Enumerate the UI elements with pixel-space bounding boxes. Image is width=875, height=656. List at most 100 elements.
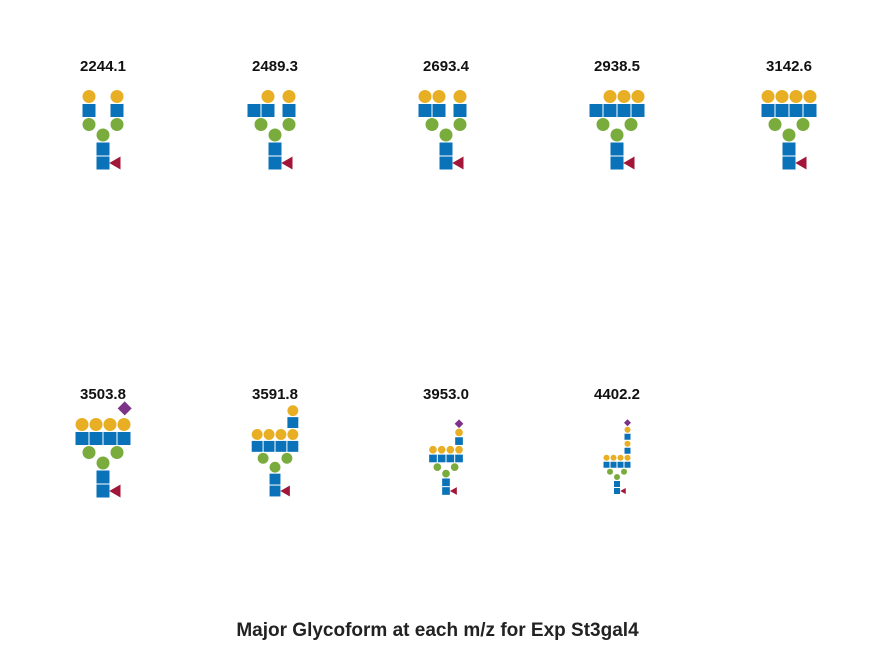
fucose-triangle — [280, 485, 290, 497]
galactose-circle — [803, 90, 817, 103]
glcnac-core-square — [269, 473, 281, 485]
galactose-circle — [631, 90, 645, 103]
mannose-circle — [257, 452, 269, 464]
glcnac-core-square — [268, 142, 282, 156]
mannose-circle — [782, 128, 796, 142]
mannose-circle — [110, 446, 124, 459]
glcnac-core-square — [442, 478, 450, 487]
mannose-circle — [621, 468, 627, 475]
glcnac-antenna-square — [275, 440, 287, 452]
galactose-circle — [624, 440, 631, 447]
mannose-circle — [96, 128, 110, 142]
glycan-structure — [82, 90, 124, 170]
fucose-triangle — [281, 156, 293, 170]
glcnac-core-square — [782, 142, 796, 156]
glcnac-antenna-square — [789, 104, 803, 117]
galactose-circle — [446, 445, 455, 454]
glcnac-antenna-square — [803, 104, 817, 117]
glycan-structure — [75, 401, 132, 498]
fucose-triangle — [795, 156, 807, 170]
mannose-circle — [439, 128, 453, 142]
fucose-triangle — [449, 487, 457, 495]
glcnac-antenna-square — [117, 432, 131, 445]
mz-label: 3953.0 — [423, 386, 469, 403]
mannose-circle — [768, 118, 782, 131]
glcnac-antenna-square — [603, 461, 610, 468]
glcnac-antenna-square — [251, 440, 263, 452]
galactose-circle — [117, 418, 131, 431]
galactose-circle — [610, 454, 617, 461]
mannose-circle — [254, 118, 268, 131]
galactose-circle — [624, 426, 631, 433]
mz-label: 2693.4 — [423, 58, 470, 75]
mannose-circle — [607, 468, 613, 475]
mannose-circle — [450, 463, 459, 471]
fucose-triangle — [452, 156, 464, 170]
fucose-triangle — [620, 488, 626, 494]
glcnac-antenna-square — [589, 104, 603, 117]
galactose-circle — [603, 90, 617, 103]
glcnac-antenna-square — [624, 461, 631, 468]
glcnac-core-square — [269, 485, 281, 497]
glcnac-antenna-square — [432, 104, 446, 117]
galactose-circle — [282, 90, 296, 103]
glycan-structure — [251, 405, 299, 497]
galactose-circle — [617, 454, 624, 461]
glcnac-extension-square — [624, 447, 631, 454]
mannose-circle — [610, 128, 624, 142]
glcnac-antenna-square — [603, 104, 617, 117]
galactose-circle — [82, 90, 96, 103]
figure-caption: Major Glycoform at each m/z for Exp St3g… — [236, 620, 639, 641]
glycan-structure — [418, 90, 467, 170]
glcnac-core-square — [439, 142, 453, 156]
galactose-circle — [75, 418, 89, 431]
glcnac-antenna-square — [446, 454, 455, 463]
glcnac-core-square — [614, 488, 620, 494]
mz-label: 2244.1 — [80, 58, 126, 75]
mannose-circle — [453, 118, 467, 131]
glycan-structure — [429, 419, 464, 495]
glcnac-core-square — [782, 156, 796, 170]
glycan-structure — [247, 90, 296, 170]
galactose-circle — [761, 90, 775, 103]
mz-label: 3142.6 — [766, 58, 812, 75]
glcnac-extension-square — [455, 437, 463, 445]
glcnac-antenna-square — [103, 432, 117, 445]
glcnac-antenna-square — [247, 104, 261, 117]
mannose-circle — [624, 118, 638, 131]
glcnac-antenna-square — [455, 454, 463, 463]
galactose-circle — [617, 90, 631, 103]
mannose-circle — [425, 118, 439, 131]
glcnac-antenna-square — [437, 454, 446, 463]
galactose-circle — [453, 90, 467, 103]
glcnac-antenna-square — [82, 104, 96, 117]
mannose-circle — [433, 463, 442, 471]
galactose-circle — [261, 90, 275, 103]
glcnac-antenna-square — [775, 104, 789, 117]
mannose-circle — [796, 118, 810, 131]
sialic-acid-diamond — [624, 419, 631, 427]
glcnac-antenna-square — [761, 104, 775, 117]
mannose-circle — [596, 118, 610, 131]
glycan-structure — [761, 90, 817, 170]
glcnac-core-square — [96, 142, 110, 156]
fucose-triangle — [623, 156, 635, 170]
glcnac-antenna-square — [631, 104, 645, 117]
mannose-circle — [269, 461, 281, 473]
glcnac-antenna-square — [617, 461, 624, 468]
galactose-circle — [455, 428, 463, 437]
fucose-triangle — [109, 484, 121, 498]
galactose-circle — [418, 90, 432, 103]
mz-label: 3503.8 — [80, 386, 126, 403]
sialic-acid-diamond — [117, 401, 132, 416]
glcnac-antenna-square — [110, 104, 124, 117]
mz-label: 2489.3 — [252, 58, 298, 75]
glcnac-extension-square — [624, 433, 631, 440]
glcnac-core-square — [442, 487, 450, 495]
mannose-circle — [614, 474, 620, 480]
mz-label: 4402.2 — [594, 386, 640, 403]
glycan-structure — [589, 90, 645, 170]
glcnac-core-square — [268, 156, 282, 170]
galactose-circle — [432, 90, 446, 103]
